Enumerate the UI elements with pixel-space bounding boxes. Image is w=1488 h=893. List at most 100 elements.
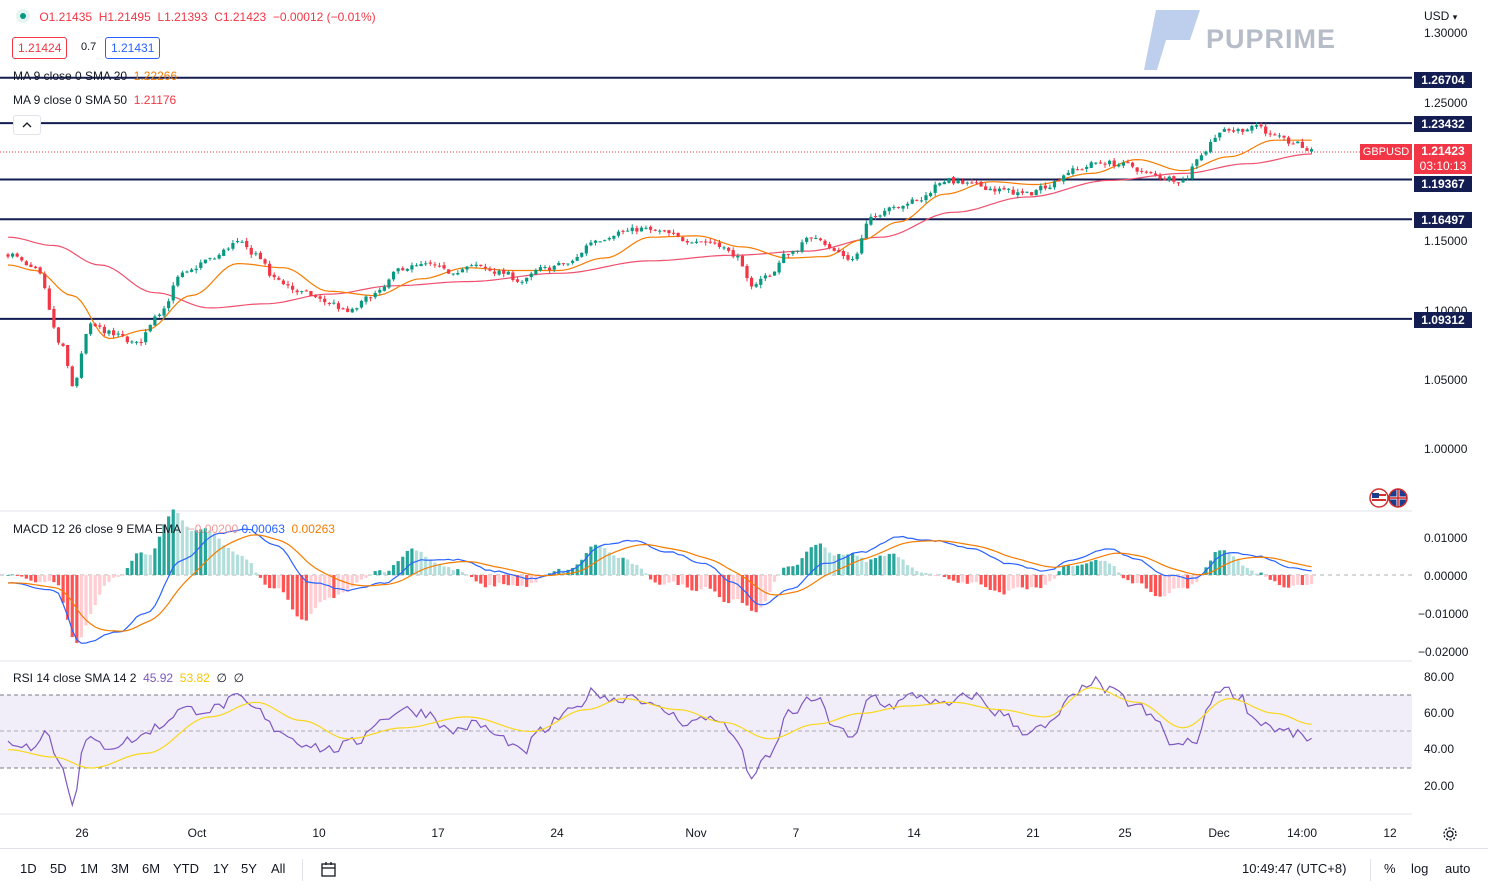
candle-body [947, 178, 951, 183]
candle-body [1305, 148, 1309, 151]
macd-histogram-bar [144, 554, 148, 575]
candle-body [89, 323, 93, 335]
macd-histogram-bar [1264, 575, 1268, 577]
macd-histogram-bar [180, 520, 185, 575]
candle-body [993, 188, 997, 192]
macd-histogram-bar [437, 564, 442, 575]
symbol-status-icon[interactable] [16, 9, 30, 23]
candle-body [222, 249, 226, 256]
candle-body [185, 271, 189, 273]
candle-body [933, 184, 937, 193]
macd-histogram-bar [332, 575, 336, 598]
macd-histogram-bar [134, 553, 139, 575]
timeframe-1m[interactable]: 1M [80, 861, 99, 876]
macd-histogram-bar [199, 529, 203, 575]
macd-histogram-bar [1186, 575, 1190, 589]
timeframe-all[interactable]: All [271, 861, 286, 876]
currency-selector[interactable]: USD ▾ [1424, 9, 1457, 23]
chart-canvas[interactable] [0, 0, 1412, 848]
candle-body [740, 255, 744, 267]
price-tick: 1.15000 [1424, 234, 1468, 248]
candle-body [1245, 129, 1249, 132]
macd-histogram-bar [300, 575, 304, 620]
candle-body [671, 232, 676, 234]
candle-body [818, 238, 823, 241]
buy-price-button[interactable]: 1.21431 [105, 37, 161, 59]
candle-body [749, 277, 754, 287]
macd-histogram-bar [79, 575, 84, 638]
macd-histogram-bar [598, 545, 602, 575]
timeframe-6m[interactable]: 6M [142, 861, 161, 876]
timeframe-5d[interactable]: 5D [50, 861, 67, 876]
macd-histogram-bar [1268, 575, 1272, 580]
candle-body [942, 182, 946, 185]
ohlc-legend: O1.21435 H1.21495 L1.21393 C1.21423 −0.0… [16, 9, 376, 24]
candle-body [327, 302, 331, 304]
candle-body [543, 266, 547, 268]
candle-body [1199, 155, 1203, 161]
chart-settings-button[interactable] [1442, 826, 1458, 847]
macd-legend[interactable]: MACD 12 26 close 9 EMA EMA −0.00200 0.00… [13, 522, 335, 536]
ma50-legend[interactable]: MA 9 close 0 SMA 50 1.21176 [13, 93, 176, 107]
macd-histogram-bar [125, 568, 129, 575]
candle-body [290, 285, 295, 290]
time-tick: 7 [792, 826, 800, 840]
ma20-legend[interactable]: MA 9 close 0 SMA 20 1.22266 [13, 69, 177, 83]
percent-scale-toggle[interactable]: % [1384, 861, 1396, 876]
macd-histogram-bar [800, 558, 804, 575]
candle-body [649, 226, 653, 230]
macd-histogram-bar [1052, 575, 1057, 579]
macd-histogram-bar [965, 575, 969, 584]
clock-display[interactable]: 10:49:47 (UTC+8) [1242, 861, 1347, 876]
macd-histogram-bar [938, 574, 942, 575]
macd-histogram-bar [102, 575, 106, 586]
candle-body [1117, 164, 1121, 167]
currency-flags[interactable] [1368, 488, 1410, 513]
sell-price-button[interactable]: 1.21424 [12, 37, 68, 59]
candle-body [681, 237, 685, 242]
rsi-legend[interactable]: RSI 14 close SMA 14 2 45.92 53.82 ∅ ∅ [13, 671, 244, 685]
candle-body [286, 284, 290, 286]
candle-body [841, 251, 845, 257]
candle-body [121, 334, 125, 336]
candle-body [809, 237, 813, 239]
candle-body [699, 241, 703, 243]
macd-histogram-bar [1130, 575, 1135, 584]
macd-histogram-bar [469, 575, 474, 578]
macd-histogram-bar [970, 575, 974, 583]
timeframe-3m[interactable]: 3M [111, 861, 130, 876]
candle-body [433, 264, 437, 266]
collapse-legend-button[interactable] [13, 115, 41, 135]
candle-body [180, 272, 185, 277]
candle-body [520, 281, 524, 283]
macd-histogram-bar [1236, 560, 1240, 575]
timeframe-ytd[interactable]: YTD [173, 861, 199, 876]
macd-histogram-bar [162, 524, 166, 575]
macd-histogram-bar [194, 530, 198, 575]
timeframe-1d[interactable]: 1D [20, 861, 37, 876]
macd-line [7, 528, 1312, 644]
candle-body [1296, 141, 1300, 144]
macd-histogram-bar [814, 544, 818, 575]
date-range-button[interactable] [320, 861, 338, 884]
candle-body [116, 333, 120, 335]
timeframe-1y[interactable]: 1Y [213, 861, 229, 876]
macd-histogram-bar [841, 554, 845, 575]
candle-body [497, 270, 501, 275]
macd-histogram-bar [584, 553, 588, 575]
candle-body [869, 216, 873, 225]
auto-scale-toggle[interactable]: auto [1445, 861, 1471, 876]
candle-body [1144, 171, 1148, 173]
log-scale-toggle[interactable]: log [1411, 861, 1429, 876]
candle-body [529, 273, 533, 278]
macd-histogram-bar [993, 575, 997, 591]
macd-histogram-bar [1094, 559, 1098, 575]
macd-histogram-bar [924, 572, 928, 575]
candle-body [350, 308, 354, 313]
macd-histogram-bar [1075, 565, 1080, 575]
candle-body [1287, 137, 1291, 144]
candle-body [194, 268, 198, 270]
macd-histogram-bar [910, 567, 914, 575]
timeframe-5y[interactable]: 5Y [241, 861, 257, 876]
candle-body [878, 215, 882, 217]
